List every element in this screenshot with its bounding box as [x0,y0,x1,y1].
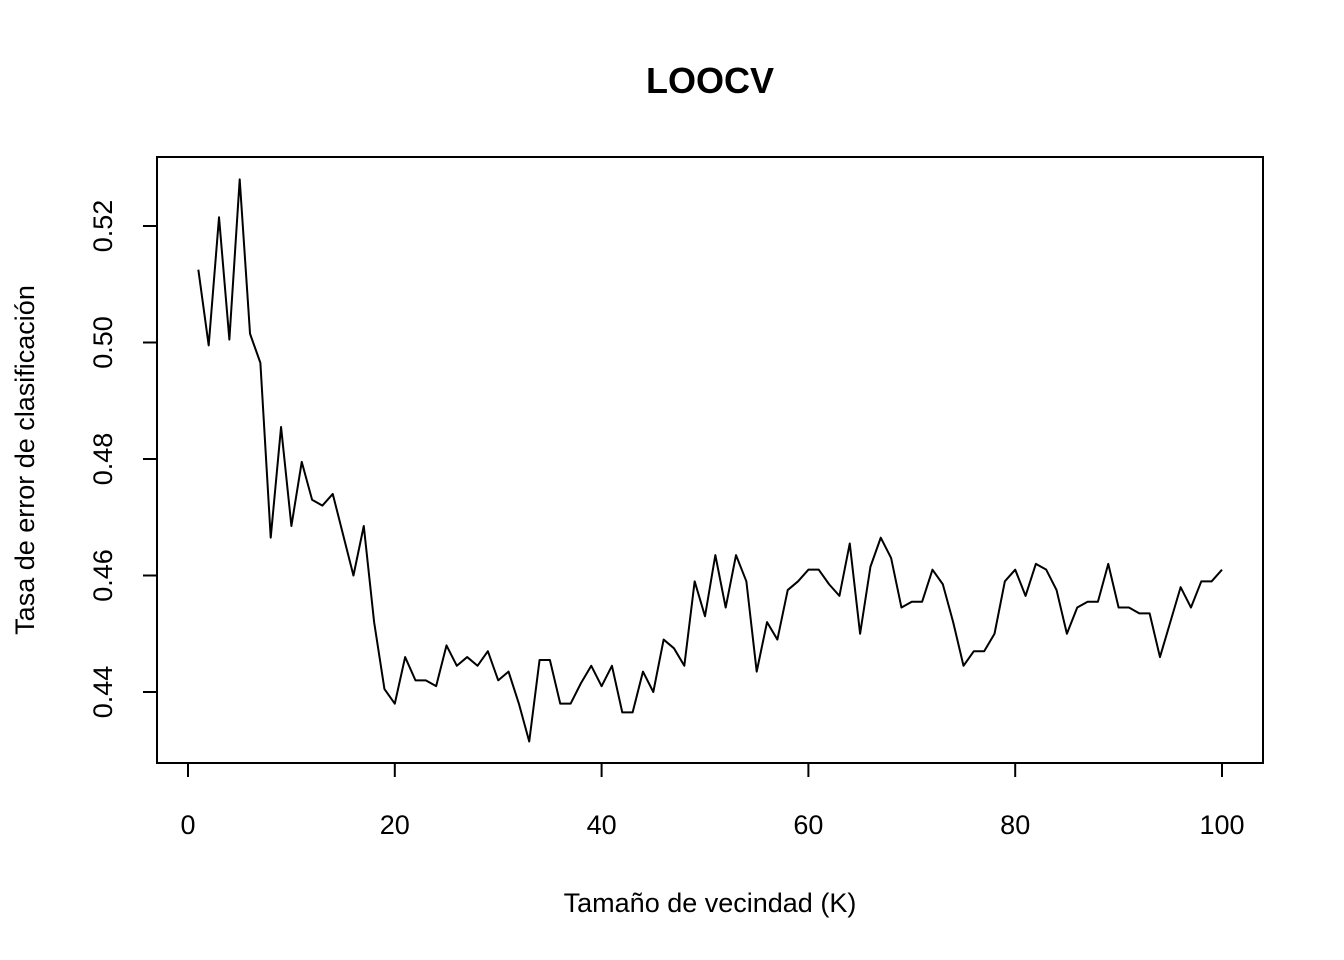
y-tick-label: 0.50 [88,316,118,369]
series-line [197,178,1223,743]
x-tick-label: 20 [380,810,410,840]
chart-title: LOOCV [646,60,774,101]
y-axis: 0.44 0.46 0.48 0.50 0.52 [88,200,158,719]
y-tick-label: 0.52 [88,200,118,253]
x-tick-label: 40 [587,810,617,840]
y-tick-label: 0.46 [88,549,118,602]
y-tick-label: 0.48 [88,433,118,486]
y-axis-label: Tasa de error de clasificación [10,285,40,635]
x-axis: 0 20 40 60 80 100 [180,762,1245,840]
x-tick-label: 60 [793,810,823,840]
x-tick-label: 100 [1199,810,1244,840]
y-tick-label: 0.44 [88,666,118,719]
x-axis-label: Tamaño de vecindad (K) [564,888,857,918]
x-tick-label: 0 [180,810,195,840]
x-tick-label: 80 [1000,810,1030,840]
